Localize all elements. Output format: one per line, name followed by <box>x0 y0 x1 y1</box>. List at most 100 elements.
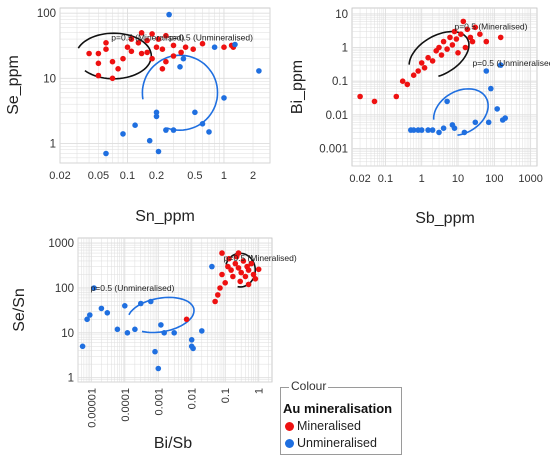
data-point <box>453 36 460 42</box>
ellipse-annotation: p=0.5 (Unmineralised) <box>472 58 550 68</box>
y-tick-label: 100 <box>37 8 56 20</box>
data-point <box>232 260 239 267</box>
data-point <box>124 44 131 50</box>
data-point <box>440 38 447 45</box>
data-point <box>149 31 155 37</box>
x-tick-label: 0.02 <box>49 170 70 182</box>
data-point <box>155 36 162 42</box>
scatter-panel-1: 0.02 0.05 0.1 0.2 0.5 1 2 1 10 100 Sn_ppm Se_ppm p=0… <box>5 7 271 225</box>
data-point <box>485 119 492 126</box>
data-point <box>79 343 86 350</box>
data-point <box>159 46 166 52</box>
data-point <box>146 137 153 144</box>
data-point <box>410 127 417 133</box>
series-unmineralised <box>103 11 262 157</box>
data-point <box>212 298 218 305</box>
data-point <box>458 31 464 37</box>
y-tick-label: 1 <box>50 138 56 150</box>
x-tick-label: 0.5 <box>187 170 202 182</box>
x-tick-label: 1 <box>221 170 227 182</box>
data-point <box>114 326 121 333</box>
data-point <box>444 46 450 52</box>
data-point <box>199 121 206 127</box>
ellipse-annotation: p=0.5 (Unmineralised) <box>91 283 175 293</box>
x-tick-label: 0.02 <box>349 173 370 185</box>
data-point <box>103 150 109 157</box>
data-point <box>109 58 116 65</box>
data-point <box>502 115 509 121</box>
data-point <box>155 148 162 155</box>
data-point <box>472 119 479 126</box>
data-point <box>488 85 494 92</box>
data-point <box>163 32 169 39</box>
data-point <box>440 125 447 131</box>
data-point <box>95 72 102 79</box>
data-point <box>87 312 93 318</box>
data-point <box>199 328 205 334</box>
data-point <box>170 127 177 133</box>
data-point <box>425 127 431 133</box>
x-tick-label: 0.0001 <box>120 388 132 422</box>
data-point <box>103 40 109 46</box>
data-point <box>149 55 155 62</box>
data-point <box>138 50 145 57</box>
y-tick-label: 10 <box>335 9 348 21</box>
data-point <box>219 250 225 256</box>
y-axis-label: Bi_ppm <box>289 60 306 114</box>
data-point <box>148 298 154 305</box>
data-point <box>91 285 97 291</box>
legend-item-mineralised[interactable]: Mineralised <box>285 419 361 433</box>
data-point <box>455 50 461 56</box>
data-point <box>451 28 458 35</box>
data-point <box>447 34 453 41</box>
data-point <box>178 49 184 56</box>
data-point <box>104 310 111 316</box>
data-point <box>159 66 166 72</box>
data-point <box>144 49 150 56</box>
x-tick-label: 1000 <box>518 173 542 185</box>
data-point <box>357 93 363 100</box>
data-point <box>248 260 255 267</box>
data-point <box>183 316 190 323</box>
data-point <box>98 305 105 312</box>
data-point <box>242 273 249 280</box>
data-point <box>250 271 257 278</box>
data-point <box>429 58 436 64</box>
data-point <box>115 66 121 72</box>
data-point <box>158 322 164 328</box>
ellipse-annotation: p=0.5 (Mineralised) <box>224 253 297 263</box>
data-point <box>215 292 221 298</box>
data-point <box>182 44 189 50</box>
data-point <box>497 62 504 68</box>
data-point <box>206 129 212 135</box>
y-axis-label: Se/Sn <box>11 288 28 332</box>
x-tick-label: 0.05 <box>88 170 109 182</box>
gridlines <box>352 8 537 167</box>
x-tick-label: 0.1 <box>220 388 232 403</box>
legend-item-unmineralised[interactable]: Unmineralised <box>285 436 377 450</box>
data-point <box>255 266 262 273</box>
data-point <box>460 18 467 25</box>
data-point <box>84 316 90 323</box>
data-point <box>211 44 218 50</box>
data-point <box>237 278 243 285</box>
data-point <box>418 127 425 133</box>
data-point <box>483 68 490 74</box>
unmineralised-ellipse <box>141 54 219 132</box>
data-point <box>462 44 469 51</box>
data-point <box>180 55 187 62</box>
ellipse-annotation: p=0.5 (Mineralised) <box>454 21 527 31</box>
data-point <box>155 365 162 372</box>
data-point <box>171 330 177 336</box>
data-point <box>222 280 228 286</box>
data-point <box>494 106 501 112</box>
data-point <box>144 37 150 44</box>
gridlines <box>77 238 272 383</box>
data-point <box>240 258 247 264</box>
data-point <box>472 24 479 31</box>
x-axis-label: Sb_ppm <box>415 210 475 227</box>
x-axis-label: Sn_ppm <box>135 208 195 225</box>
data-point <box>418 60 425 66</box>
data-point <box>221 44 227 50</box>
scatter-panel-2: 0.02 0.1 1 10 100 1000 0.001 0.01 0.1 1 10 Sb_ppm Bi… <box>289 7 550 227</box>
